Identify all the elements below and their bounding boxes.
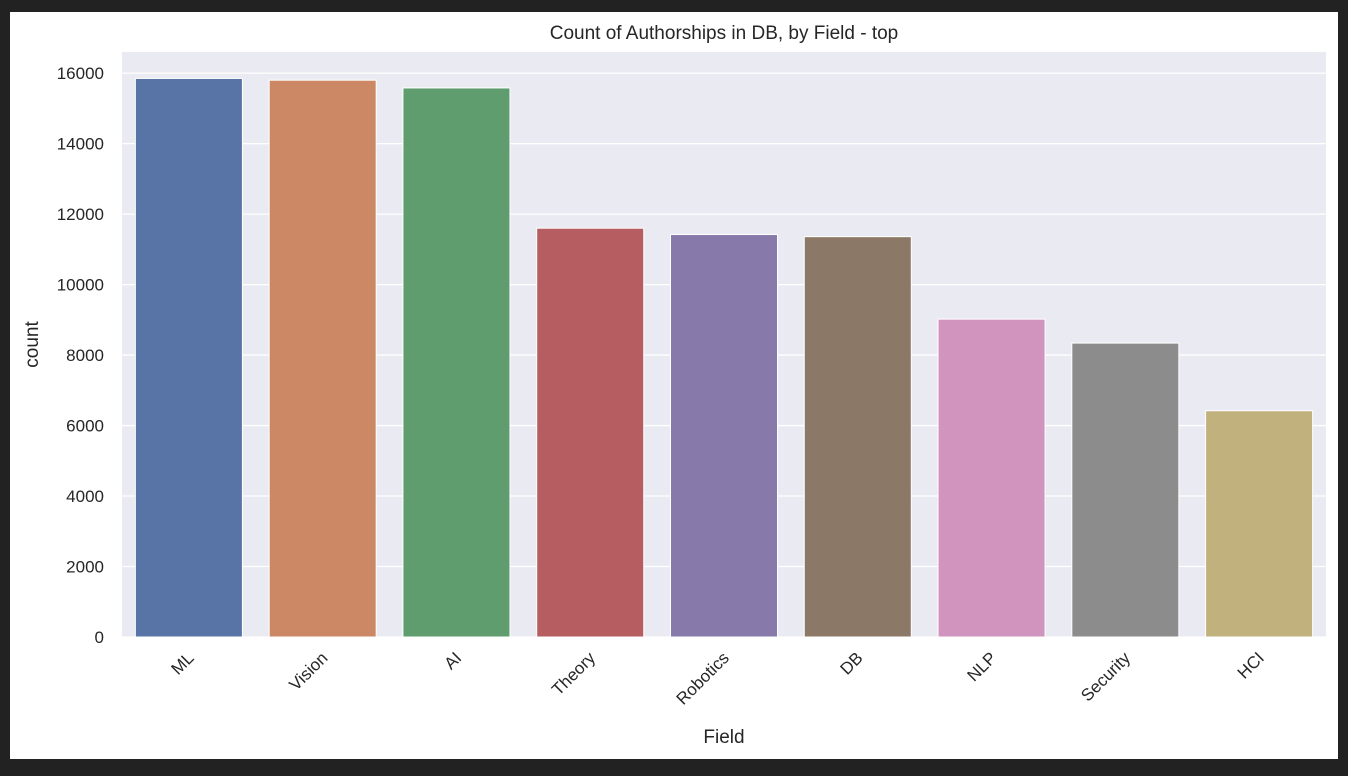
y-tick-label: 10000 (57, 276, 104, 295)
bar-db (803, 236, 912, 638)
y-axis-label: count (22, 321, 43, 368)
x-tick-label: HCI (1234, 648, 1268, 682)
x-tick-label: Vision (286, 648, 332, 694)
y-tick-label: 14000 (57, 135, 104, 154)
chart-figure: 0 2000 4000 6000 8000 10000 12000 14000 16000 ML… (10, 12, 1338, 759)
bars (134, 77, 1314, 638)
bar-security (1071, 342, 1180, 638)
bar-ai (402, 87, 511, 638)
y-tick-label: 8000 (66, 346, 104, 365)
y-tick-label: 2000 (66, 558, 104, 577)
bar-vision (268, 79, 377, 638)
x-tick-label: AI (440, 648, 465, 673)
chart-title: Count of Authorships in DB, by Field - t… (550, 23, 899, 44)
y-tick-label: 6000 (66, 417, 104, 436)
x-tick-label: Robotics (673, 648, 733, 708)
y-tick-labels: 0 2000 4000 6000 8000 10000 12000 14000 16000 (57, 64, 104, 647)
x-axis-label: Field (703, 727, 744, 748)
x-tick-label: Theory (548, 648, 599, 699)
bar-ml (134, 77, 243, 638)
bar-nlp (937, 318, 1046, 638)
x-tick-label: Security (1077, 648, 1134, 705)
y-tick-label: 16000 (57, 64, 104, 83)
bar-theory (536, 227, 645, 638)
bar-robotics (669, 234, 779, 638)
bar-chart: 0 2000 4000 6000 8000 10000 12000 14000 16000 ML… (22, 23, 1326, 748)
x-tick-label: DB (836, 648, 866, 678)
x-tick-labels: ML Vision AI Theory Robotics DB NLP Security HCI (168, 648, 1268, 709)
y-tick-label: 4000 (66, 487, 104, 506)
x-tick-label: NLP (964, 648, 1001, 685)
y-tick-label: 12000 (57, 205, 104, 224)
y-tick-label: 0 (95, 628, 104, 647)
x-tick-label: ML (168, 648, 198, 678)
bar-hci (1205, 410, 1314, 638)
